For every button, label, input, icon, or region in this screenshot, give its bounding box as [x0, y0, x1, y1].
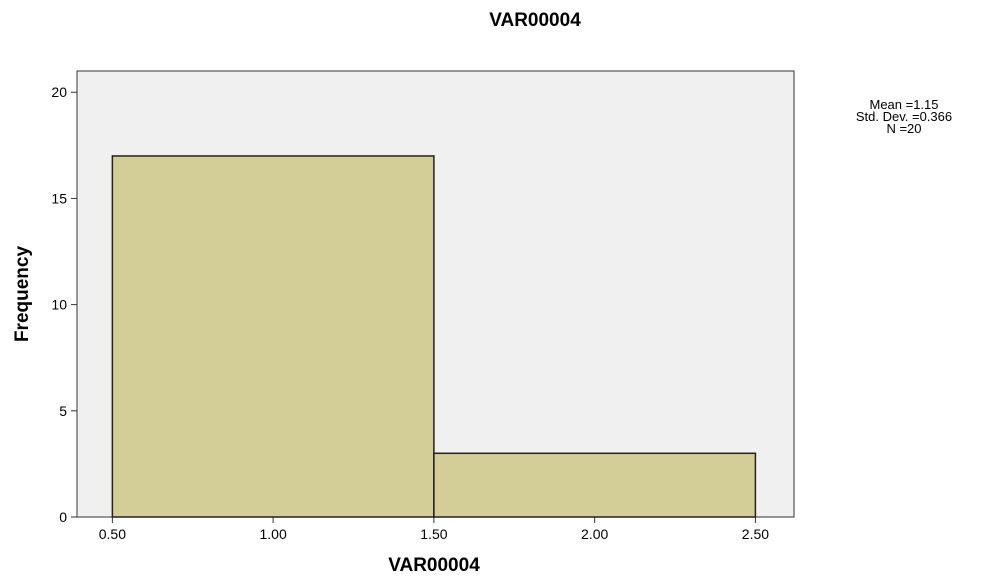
x-tick-label: 2.50 [742, 526, 769, 542]
stat-mean: Mean =1.15 [869, 97, 938, 112]
x-tick-label: 2.00 [581, 526, 608, 542]
x-tick-label: 0.50 [99, 526, 126, 542]
y-axis: 0 5 10 15 20 [51, 84, 77, 525]
y-tick-label: 20 [51, 84, 67, 100]
y-tick-label: 10 [51, 297, 67, 313]
x-axis: 0.50 1.00 1.50 2.00 2.50 [99, 517, 769, 542]
y-tick-label: 5 [59, 403, 67, 419]
x-axis-label: VAR00004 [388, 555, 480, 576]
x-tick-label: 1.00 [260, 526, 287, 542]
x-tick-label: 1.50 [420, 526, 447, 542]
statistics-box: Mean =1.15 Std. Dev. =0.366 N =20 [856, 97, 952, 136]
y-axis-label: Frequency [12, 246, 33, 343]
histogram-bar [433, 452, 757, 518]
stat-std-dev: Std. Dev. =0.366 [856, 109, 952, 124]
histogram-bar [111, 155, 435, 518]
stat-n: N =20 [886, 121, 921, 136]
chart-title: VAR00004 [489, 10, 581, 31]
y-tick-label: 0 [59, 509, 67, 525]
y-tick-label: 15 [51, 190, 67, 206]
histogram-bars [111, 155, 757, 518]
